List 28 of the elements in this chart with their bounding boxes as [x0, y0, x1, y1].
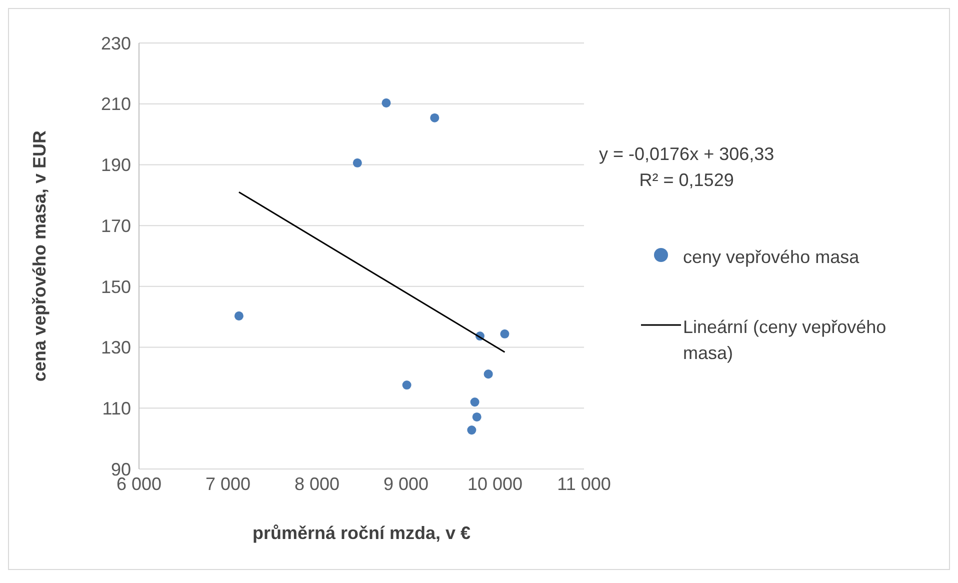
point — [472, 412, 482, 422]
point — [484, 370, 493, 379]
y-tick-label: 110 — [102, 398, 131, 419]
point — [430, 113, 440, 122]
y-axis-title: cena vepřového masa, v EUR — [29, 130, 50, 382]
point — [470, 398, 480, 407]
x-tick-label: 9 000 — [383, 474, 429, 494]
x-axis-title: průměrná roční mzda, v € — [252, 523, 471, 543]
point — [352, 158, 362, 168]
point — [402, 380, 412, 390]
y-tick-label: 150 — [100, 276, 131, 297]
x-tick-label: 7 000 — [205, 474, 251, 494]
text: R² = 0,1529 — [638, 169, 735, 192]
legend-label: Lineární (ceny vepřového masa) — [683, 316, 888, 365]
legend-label: ceny vepřového masa — [683, 246, 860, 269]
y-tick-label: 210 — [100, 94, 131, 114]
y-tick-label: 230 — [100, 33, 131, 54]
point — [467, 426, 476, 435]
point — [500, 329, 510, 338]
point — [382, 98, 391, 108]
y-tick-label: 130 — [100, 338, 131, 358]
x-tick-label: 11 000 — [557, 474, 611, 494]
x-tick-label: 10 000 — [467, 474, 523, 494]
text: y = -0,0176x + 306,33 — [599, 143, 774, 166]
y-tick-label: 190 — [100, 155, 131, 176]
x-tick-label: 8 000 — [294, 474, 340, 494]
point — [234, 311, 244, 320]
y-tick-label: 170 — [100, 216, 131, 236]
